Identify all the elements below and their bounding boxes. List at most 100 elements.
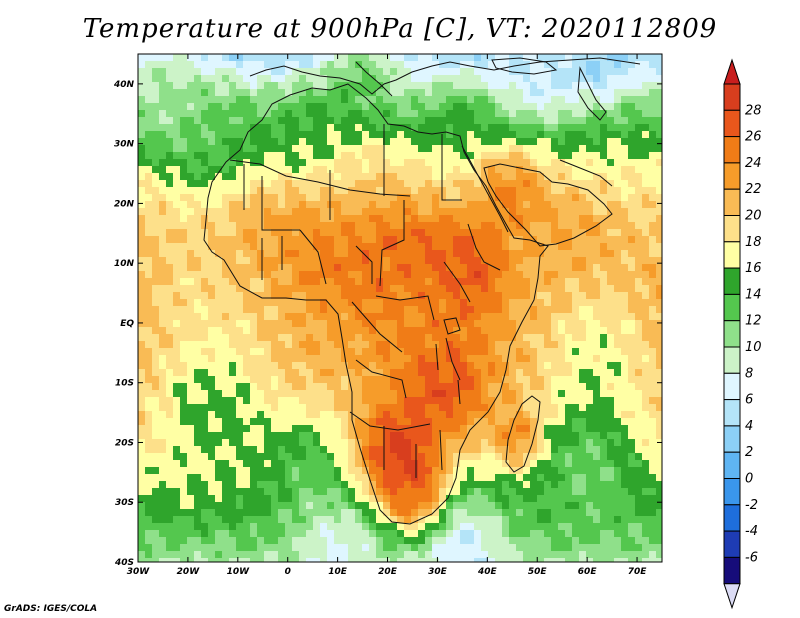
field-cell [278,187,286,195]
field-cell [376,271,384,279]
field-cell [390,425,398,433]
field-cell [509,201,517,209]
field-cell [474,75,482,83]
field-cell [551,194,559,202]
field-cell [222,320,230,328]
field-cell [593,166,601,174]
field-cell [159,404,167,412]
field-cell [334,131,342,139]
field-cell [418,467,426,475]
field-cell [355,180,363,188]
field-cell [411,418,419,426]
field-cell [502,509,510,517]
field-cell [572,264,580,272]
field-cell [250,236,258,244]
field-cell [418,509,426,517]
field-cell [152,187,160,195]
field-cell [159,425,167,433]
field-cell [516,348,524,356]
field-cell [257,411,265,419]
field-cell [369,236,377,244]
field-cell [208,61,216,69]
field-cell [250,306,258,314]
field-cell [446,159,454,167]
field-cell [453,187,461,195]
field-cell [586,180,594,188]
field-cell [201,271,209,279]
field-cell [327,320,335,328]
field-cell [236,306,244,314]
field-cell [166,96,174,104]
field-cell [306,152,314,160]
field-cell [138,75,146,83]
field-cell [334,215,342,223]
field-cell [432,327,440,335]
field-cell [397,271,405,279]
field-cell [348,54,356,62]
field-cell [544,194,552,202]
field-cell [537,145,545,153]
field-cell [488,103,496,111]
field-cell [362,299,370,307]
field-cell [565,124,573,132]
field-cell [586,509,594,517]
field-cell [285,215,293,223]
field-cell [614,96,622,104]
field-cell [299,516,307,524]
field-cell [453,425,461,433]
field-cell [390,306,398,314]
field-cell [362,194,370,202]
field-cell [376,173,384,181]
field-cell [488,320,496,328]
field-cell [362,264,370,272]
field-cell [201,467,209,475]
field-cell [481,355,489,363]
field-cell [292,334,300,342]
field-cell [411,341,419,349]
field-cell [285,89,293,97]
field-cell [600,509,608,517]
field-cell [376,145,384,153]
field-cell [467,278,475,286]
field-cell [425,348,433,356]
field-cell [313,152,321,160]
field-cell [285,222,293,230]
field-cell [257,257,265,265]
field-cell [502,159,510,167]
field-cell [593,68,601,76]
field-cell [201,110,209,118]
field-cell [530,159,538,167]
field-cell [558,138,566,146]
field-cell [215,481,223,489]
field-cell [572,390,580,398]
field-cell [250,75,258,83]
field-cell [523,278,531,286]
field-cell [425,131,433,139]
field-cell [194,369,202,377]
field-cell [516,82,524,90]
field-cell [565,264,573,272]
field-cell [474,439,482,447]
field-cell [432,397,440,405]
field-cell [236,509,244,517]
field-cell [376,439,384,447]
field-cell [306,250,314,258]
field-cell [306,124,314,132]
field-cell [138,145,146,153]
field-cell [159,488,167,496]
field-cell [509,152,517,160]
field-cell [558,68,566,76]
field-cell [537,173,545,181]
field-cell [306,264,314,272]
field-cell [278,124,286,132]
field-cell [516,96,524,104]
field-cell [460,516,468,524]
field-cell [299,502,307,510]
field-cell [215,229,223,237]
field-cell [397,159,405,167]
field-cell [530,89,538,97]
field-cell [390,124,398,132]
field-cell [425,96,433,104]
field-cell [145,243,153,251]
field-cell [348,460,356,468]
